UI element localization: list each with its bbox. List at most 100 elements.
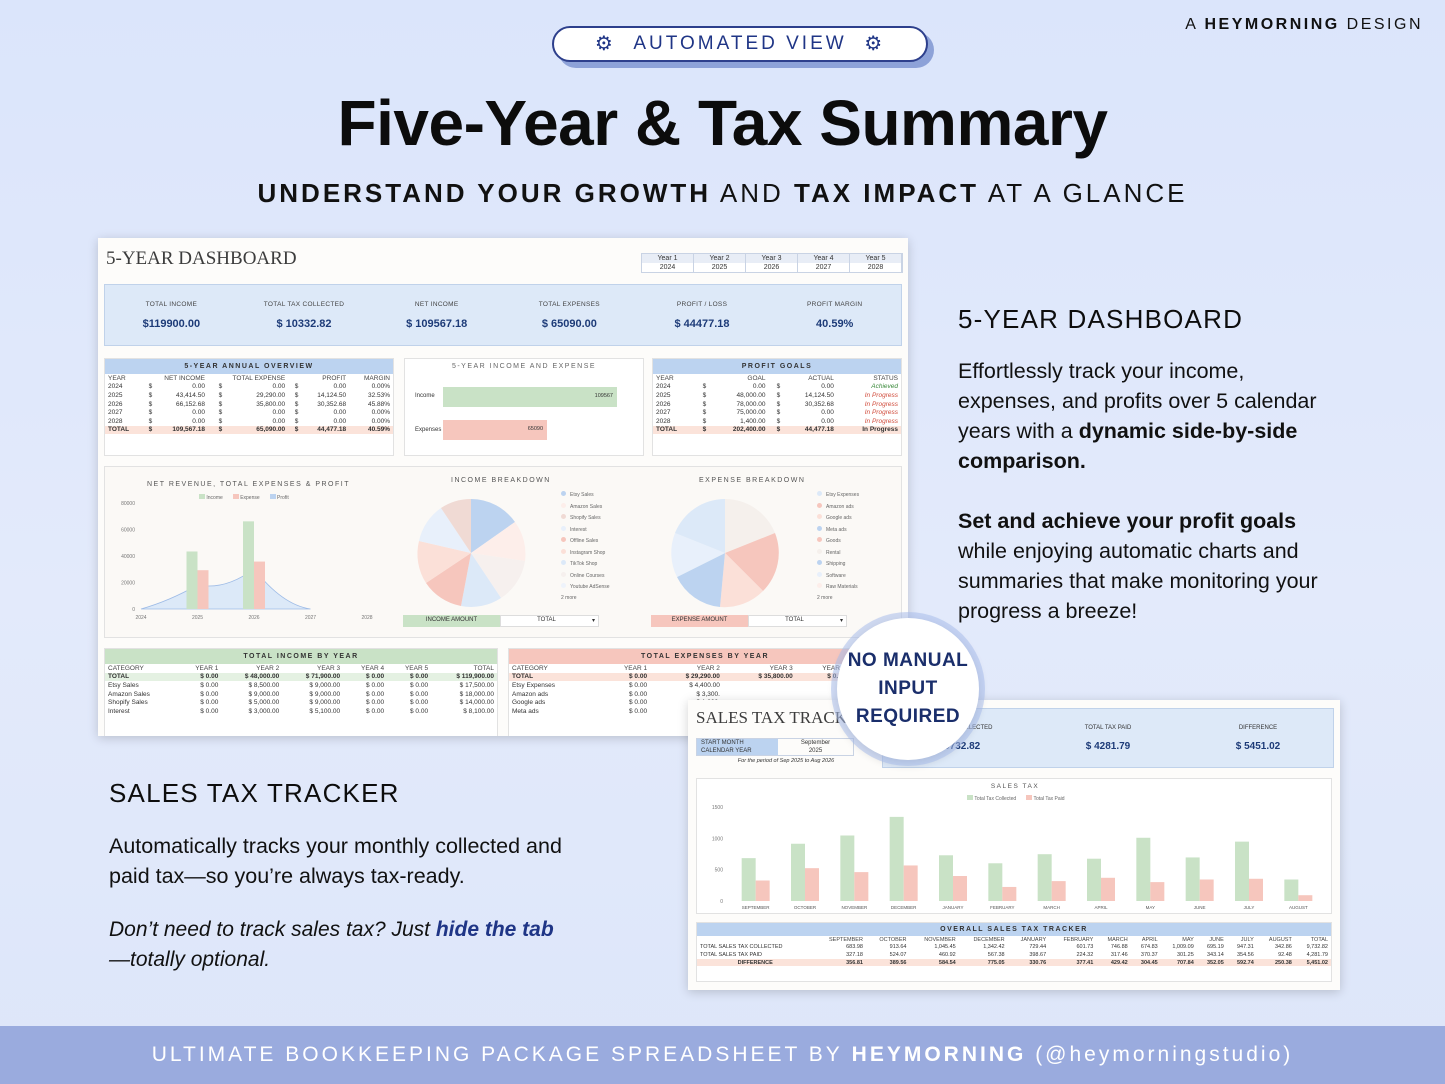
table-cell: $ 29,290.00 xyxy=(650,672,723,682)
column-header: FEBRUARY xyxy=(1063,936,1094,943)
footer-text: ULTIMATE BOOKKEEPING PACKAGE SPREADSHEET… xyxy=(151,1043,843,1066)
year-value[interactable]: 2027 xyxy=(798,263,850,272)
table-row: 2027 $75,000.00 $0.00 In Progress xyxy=(653,408,901,417)
legend-label: Offline Sales xyxy=(570,538,599,544)
table-cell: 0.00 xyxy=(192,383,205,391)
table-cell: 45.88% xyxy=(367,400,390,408)
table-cell: 729.44 xyxy=(1029,944,1047,951)
table-cell: $ xyxy=(148,391,153,399)
table-cell: 1,009.09 xyxy=(1172,944,1194,951)
total-cell: TOTAL xyxy=(105,425,143,435)
year-value[interactable]: 2025 xyxy=(694,263,746,272)
kpi-card: NET INCOME $ 109567.18 xyxy=(370,285,503,345)
calendar-year-label: CALENDAR YEAR xyxy=(697,747,778,755)
column-header: GOAL xyxy=(747,374,766,382)
status-badge: Achieved xyxy=(871,383,898,391)
table-cell: 683.98 xyxy=(846,944,863,951)
column-header: YEAR xyxy=(108,374,126,382)
paid-bar xyxy=(1249,878,1263,901)
table-cell: Amazon Sales xyxy=(108,690,150,698)
table-cell: 356.81 xyxy=(813,958,866,967)
table-cell: 429.42 xyxy=(1096,958,1131,967)
table-cell: Shopify Sales xyxy=(108,699,148,707)
legend-label: 2 more xyxy=(561,594,577,601)
x-tick-label: 2028 xyxy=(361,615,372,621)
income-total-select[interactable]: TOTAL ▾ xyxy=(500,615,599,627)
table-cell: $ 14,000.00 xyxy=(459,699,494,707)
table-row: Interest $ 0.00 $ 3,000.00 $ 5,100.00 $ 0.00… xyxy=(105,707,497,716)
subtitle-tax: TAX IMPACT xyxy=(794,178,980,208)
table-cell: $ 0.00 xyxy=(366,707,385,715)
table-cell: 0.00 xyxy=(333,409,347,417)
table-cell: $ xyxy=(148,417,153,425)
table-cell: 317.46 xyxy=(1110,951,1128,958)
table-cell: 43,414.50 xyxy=(176,391,205,399)
table-cell: 1,045.45 xyxy=(934,944,956,951)
year-value[interactable]: 2024 xyxy=(642,263,694,272)
page-title: Five-Year & Tax Summary xyxy=(337,87,1108,159)
table-header: CATEGORY YEAR 1 YEAR 2 YEAR 3 YEAR 4 YEAR 5 TO… xyxy=(105,664,497,673)
overall-tax-table: OVERALL SALES TAX TRACKER SEPTEMBER OCTOB… xyxy=(696,922,1332,982)
table-cell: $ 9,000.00 xyxy=(309,690,341,698)
table-row: Etsy Expenses $ 0.00 $ 4,400.00 xyxy=(509,681,901,690)
table-cell: $ 8,100.00 xyxy=(463,707,494,715)
table-cell: 707.84 xyxy=(1160,958,1197,967)
year-label: Year 5 xyxy=(850,254,902,263)
table-cell: 0.00 xyxy=(192,409,205,417)
calendar-year-value[interactable]: 2025 xyxy=(808,748,823,754)
table-row: TOTAL SALES TAX COLLECTED 683.98 913.64 1,0… xyxy=(697,944,1331,952)
column-header: STATUS xyxy=(873,374,898,382)
total-cell: 44,477.18 xyxy=(783,425,837,435)
legend-item: Shipping xyxy=(817,560,859,567)
table-row: DIFFERENCE 356.81 389.56 584.54 775.05 330.76… xyxy=(697,958,1331,967)
column-header: YEAR 3 xyxy=(769,664,793,672)
table-cell: $ 9,000.00 xyxy=(309,681,341,689)
table-cell: 2025 xyxy=(656,391,671,399)
table-cell: 0.00 xyxy=(272,417,286,425)
legend-label: Amazon ads xyxy=(826,503,854,510)
expense-pie-chart xyxy=(671,499,779,608)
year-value[interactable]: 2028 xyxy=(850,263,902,272)
expense-total-select[interactable]: TOTAL ▾ xyxy=(748,615,847,627)
table-cell: 0.00% xyxy=(371,417,390,425)
table-cell: $ 0.00 xyxy=(200,681,219,689)
brand-prefix: A xyxy=(1185,16,1198,33)
kpi-value: $ 10332.82 xyxy=(276,318,332,330)
paid-bar xyxy=(1199,879,1214,901)
table-cell: $ 0.00 xyxy=(200,707,219,715)
collected-bar xyxy=(791,843,805,901)
table-cell: 9,732.82 xyxy=(1306,944,1328,951)
gear-icon: ⚙ xyxy=(594,33,616,55)
overall-tax-title: OVERALL SALES TAX TRACKER xyxy=(697,923,1331,936)
paid-bar xyxy=(1002,886,1017,901)
kpi-card: PROFIT MARGIN 40.59% xyxy=(768,285,901,345)
brand-suffix: DESIGN xyxy=(1346,16,1423,33)
collected-bar xyxy=(1235,841,1249,901)
total-cell: $ xyxy=(207,425,226,435)
paid-bar xyxy=(805,868,819,901)
kpi-tax-paid: TOTAL TAX PAID $ 4281.79 xyxy=(1033,709,1183,767)
income-by-year-grid: CATEGORY YEAR 1 YEAR 2 YEAR 3 YEAR 4 YEAR 5 TO… xyxy=(105,664,497,716)
table-cell: $ xyxy=(776,417,781,425)
year-value[interactable]: 2026 xyxy=(746,263,798,272)
start-month-value[interactable]: September xyxy=(800,740,831,746)
table-row: 2028 $0.00 $0.00 $0.00 0.00% xyxy=(105,417,393,426)
column-header: JUNE xyxy=(1209,936,1224,943)
legend-paid: Total Tax Paid xyxy=(1026,795,1065,802)
table-cell: $ xyxy=(148,400,153,408)
table-cell: $ xyxy=(294,409,299,417)
table-cell: $ xyxy=(702,417,707,425)
expense-amount-label: EXPENSE AMOUNT xyxy=(651,615,748,627)
table-cell: $ 5,100.00 xyxy=(309,707,341,715)
table-cell: $ xyxy=(294,383,299,391)
sales-tax-legend: Total Tax Collected Total Tax Paid xyxy=(967,795,1065,802)
legend-label: Interest xyxy=(570,526,587,533)
pill-label: AUTOMATED VIEW xyxy=(633,33,847,54)
legend-dot xyxy=(817,571,822,577)
y-tick-label: 40000 xyxy=(121,554,135,560)
dashboard-heading: 5-YEAR DASHBOARD xyxy=(958,304,1244,334)
sales-tax-screenshot: SALES TAX TRACKER START MONTH September C… xyxy=(688,700,1340,990)
column-header: YEAR 4 xyxy=(360,664,385,672)
table-cell: 2024 xyxy=(108,383,123,391)
ie-expense-label: Expenses xyxy=(415,427,442,433)
